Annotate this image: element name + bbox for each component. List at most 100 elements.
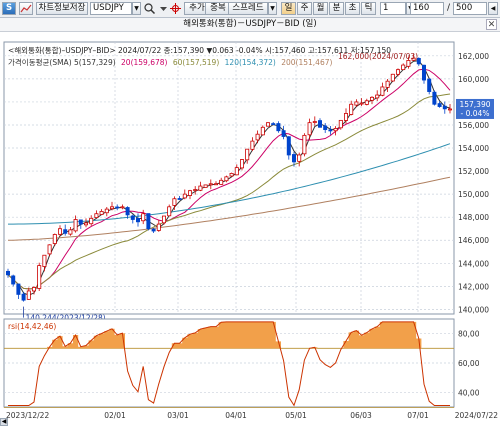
- candle-body: [307, 122, 312, 136]
- candle-body: [229, 172, 234, 177]
- candle-body: [26, 290, 31, 300]
- price-tick-label: 156,000: [458, 121, 489, 130]
- last-price-marker: [456, 98, 494, 119]
- candle-body: [203, 184, 208, 188]
- period-month-button[interactable]: 월: [313, 2, 328, 15]
- candle-body: [291, 154, 296, 163]
- candle-body: [193, 189, 198, 191]
- price-tick-label: 150,000: [458, 190, 489, 199]
- app-logo[interactable]: S: [2, 2, 16, 15]
- price-axis[interactable]: 140,000 142,000 144,000 146,000 148,000 150,0…: [458, 52, 489, 315]
- candle-body: [73, 219, 78, 232]
- candle-body: [369, 96, 374, 101]
- candle-body: [375, 94, 380, 99]
- candle-body: [172, 198, 177, 206]
- chart-area[interactable]: <해외통화(통합)–USDJPY–BID> 2024/07/22 종:157,3…: [0, 32, 500, 426]
- chart-type-icon[interactable]: [19, 2, 33, 15]
- candle-body: [21, 293, 26, 301]
- price-grid: [4, 55, 454, 310]
- candle-body: [130, 215, 135, 220]
- total-count-input[interactable]: 500: [453, 2, 487, 15]
- candle-body: [187, 190, 192, 196]
- save-chart-info-button[interactable]: 차트정보저장: [36, 2, 88, 15]
- period-multiplier-input[interactable]: 1: [380, 2, 406, 15]
- display-count-input[interactable]: 160: [410, 2, 444, 15]
- rsi-tick-label: 60,00: [458, 359, 480, 368]
- search-icon[interactable]: [143, 2, 156, 15]
- candle-body: [161, 215, 166, 224]
- price-tick-label: 154,000: [458, 144, 489, 153]
- candle-body: [260, 126, 265, 136]
- candle-body: [115, 206, 120, 209]
- candle-body: [63, 229, 68, 234]
- candle-body: [349, 103, 354, 115]
- candle-body: [42, 254, 47, 267]
- ma120-legend: 120(154,372): [225, 58, 276, 67]
- time-tick-label: 02/01: [104, 411, 126, 420]
- period-minute-button[interactable]: 분: [329, 2, 344, 15]
- candle-body: [245, 148, 250, 161]
- low-annotation: 140,244(2023/12/28): [26, 314, 106, 323]
- scroll-left-button[interactable]: ◀: [0, 418, 8, 426]
- chart-header: 해외통화(통합)－USDJPY－BID (일) ✕: [0, 18, 500, 32]
- candle-body: [437, 103, 442, 107]
- dropdown-icon[interactable]: [157, 2, 170, 15]
- candle-body: [395, 69, 400, 75]
- candle-body: [37, 265, 42, 289]
- ma200-legend: 200(151,467): [281, 58, 332, 67]
- candle-body: [343, 113, 348, 121]
- candle-body: [323, 125, 328, 130]
- candle-body: [421, 64, 426, 81]
- time-tick-label: 2023/12/22: [6, 411, 49, 420]
- candle-body: [151, 228, 156, 232]
- candle-body: [104, 208, 109, 214]
- spread-button[interactable]: 스프레드: [228, 2, 268, 15]
- candle-body: [401, 64, 406, 71]
- price-tick-label: 152,000: [458, 167, 489, 176]
- time-tick-label: 03/01: [167, 411, 189, 420]
- candle-body: [94, 213, 99, 218]
- candle-body: [234, 167, 239, 176]
- candle-body: [328, 129, 333, 132]
- candle-body: [125, 207, 130, 216]
- ma-legend-base: 가격이동평균(SMA) 5(157,329): [8, 57, 116, 67]
- candle-body: [32, 287, 37, 292]
- rsi-overbought-fill: [47, 321, 422, 349]
- candle-body: [312, 121, 317, 123]
- candle-body: [416, 58, 421, 65]
- candle-body: [442, 105, 447, 110]
- candle-body: [213, 183, 218, 186]
- candle-body: [89, 217, 94, 225]
- period-day-button[interactable]: 일: [281, 2, 296, 15]
- rsi-axis[interactable]: 40,00 60,00 80,00: [458, 330, 480, 398]
- period-tick-button[interactable]: 틱: [361, 2, 376, 15]
- candle-body: [286, 136, 291, 156]
- candle-body: [432, 91, 437, 105]
- symbol-input[interactable]: USDJPY: [90, 2, 132, 15]
- toolbar-scroll-arrow[interactable]: ◀: [488, 2, 498, 15]
- candle-body: [6, 270, 11, 276]
- symbol-dropdown-arrow[interactable]: ▼: [132, 2, 141, 15]
- spread-dropdown-arrow[interactable]: ▼: [268, 2, 277, 15]
- candle-body: [16, 283, 21, 295]
- period-week-button[interactable]: 주: [297, 2, 312, 15]
- ma60-legend: 60(157,519): [173, 58, 219, 67]
- last-change-value: - 0.04%: [461, 109, 490, 118]
- candle-body: [359, 102, 364, 105]
- candle-body: [84, 222, 89, 226]
- candle-body: [141, 213, 146, 222]
- period-second-button[interactable]: 초: [345, 2, 360, 15]
- price-tick-label: 140,000: [458, 305, 489, 314]
- candle-body: [99, 211, 104, 215]
- candle-body: [390, 73, 395, 82]
- time-axis[interactable]: 2023/12/22 02/01 03/01 04/01 05/01 06/03 07/01…: [6, 411, 498, 420]
- candle-body: [317, 120, 322, 128]
- price-tick-label: 144,000: [458, 259, 489, 268]
- ma-legend: 가격이동평균(SMA) 5(157,329) 20(159,678) 60(15…: [8, 57, 332, 67]
- candle-body: [385, 80, 390, 88]
- crosshair-icon[interactable]: [169, 2, 182, 15]
- candle-body: [177, 198, 182, 200]
- candle-body: [68, 229, 73, 235]
- candle-body: [110, 206, 115, 210]
- close-icon[interactable]: ✕: [486, 19, 497, 30]
